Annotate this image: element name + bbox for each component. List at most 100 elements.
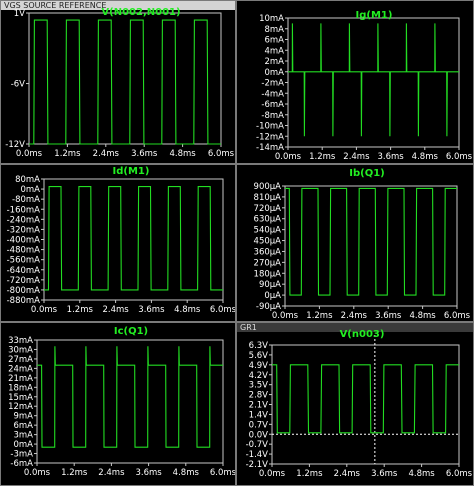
- panel-vgs: VGS SOURCE REFERENCE 1V -6V -12V 0.0ms 1.2ms…: [0, 0, 236, 164]
- y-tick-label: 810µA: [254, 193, 282, 203]
- y-tick-label: -12mA: [256, 132, 284, 142]
- y-tick-label: 18mA: [8, 383, 33, 393]
- y-tick-label: -4mA: [261, 89, 284, 99]
- y-tick-label: 1V: [14, 9, 25, 19]
- panel-vn003: GR1 6.3V 5.6V 4.9V 4.2V 3.5V 2.8V 2.1V 1.4V 0.7V…: [236, 322, 474, 486]
- x-tick-label: 0.0ms: [275, 152, 302, 162]
- y-tick-label: 8mA: [264, 25, 284, 35]
- x-tick-label: 6.0ms: [444, 311, 471, 321]
- plot-frame: [43, 178, 224, 301]
- x-tick-label: 1.2ms: [296, 469, 323, 479]
- panel-ig: 10mA 8mA 6mA 4mA 2mA 0mA -2mA -4mA -6mA -8mA -10mA…: [236, 0, 474, 164]
- y-tick-label: 2.8V: [249, 391, 269, 401]
- x-tick-label: 4.8ms: [169, 149, 196, 159]
- y-tick-label: 0.7V: [249, 420, 269, 430]
- y-tick-label: -560mA: [7, 256, 41, 266]
- trace-title[interactable]: Ig(M1): [356, 10, 393, 21]
- y-tick-label: 15mA: [8, 393, 33, 403]
- trace-title[interactable]: V(N002,N001): [101, 7, 180, 18]
- x-tick-label: 3.6ms: [375, 311, 402, 321]
- trace-title[interactable]: Ib(Q1): [349, 168, 384, 179]
- y-tick-label: -6mA: [261, 100, 284, 110]
- x-tick-label: 2.4ms: [102, 305, 129, 315]
- chart-ig: 10mA8mA6mA4mA2mA0mA-2mA-4mA-6mA-8mA-10mA…: [256, 10, 473, 162]
- y-tick-label: -240mA: [7, 215, 41, 225]
- x-tick-label: 1.2ms: [309, 152, 336, 162]
- y-tick-label: -0.7V: [246, 440, 269, 450]
- x-tick-label: 4.8ms: [409, 311, 436, 321]
- series-trace: [288, 23, 459, 137]
- y-tick-label: 0.0V: [249, 430, 269, 440]
- y-tick-label: -14mA: [256, 143, 284, 153]
- trace-title[interactable]: V(n003): [340, 329, 385, 340]
- y-tick-label: 3.5V: [249, 381, 269, 391]
- x-tick-label: 6.0ms: [446, 469, 473, 479]
- y-tick-label: -160mA: [7, 205, 41, 215]
- y-tick-label: 90µA: [259, 280, 281, 290]
- y-tick-label: 2mA: [264, 57, 284, 67]
- x-tick-label: 3.6ms: [377, 152, 404, 162]
- y-tick-label: 0mA: [13, 440, 33, 450]
- y-tick-label: -1.4V: [246, 450, 269, 460]
- y-tick-label: 6.3V: [249, 341, 269, 351]
- y-tick-label: 5.6V: [249, 351, 269, 361]
- y-tick-label: -720mA: [7, 276, 41, 286]
- series-trace: [272, 364, 459, 434]
- y-tick-label: 0mA: [264, 68, 284, 78]
- series-trace: [37, 346, 223, 448]
- y-tick-label: 24mA: [8, 364, 33, 374]
- y-tick-label: -800mA: [7, 286, 41, 296]
- panel-ic: 33mA 30mA 27mA 24mA 21mA 18mA 15mA 12mA 9mA 6mA 3m…: [0, 322, 236, 486]
- y-tick-label: -400mA: [7, 236, 41, 246]
- y-tick-label: 180µA: [254, 269, 282, 279]
- y-tick-label: -80mA: [12, 195, 40, 205]
- panel-id: 80mA 0mA -80mA -160mA -240mA -320mA -400mA -480…: [0, 164, 236, 322]
- y-tick-label: -3mA: [10, 450, 33, 460]
- x-tick-label: 2.4ms: [343, 152, 370, 162]
- x-tick-label: 2.4ms: [98, 468, 125, 478]
- y-tick-label: 0mA: [20, 185, 40, 195]
- y-tick-label: 80mA: [15, 175, 40, 185]
- x-tick-label: 0.0ms: [259, 469, 286, 479]
- series-trace: [285, 187, 457, 296]
- y-tick-label: -640mA: [7, 266, 41, 276]
- x-tick-label: 1.2ms: [54, 149, 81, 159]
- x-tick-label: 0.0ms: [16, 149, 43, 159]
- y-tick-label: 720µA: [254, 204, 282, 214]
- trace-title[interactable]: Ic(Q1): [114, 326, 148, 337]
- trace-title[interactable]: Id(M1): [113, 166, 150, 177]
- y-tick-label: 630µA: [254, 215, 282, 225]
- y-tick-label: -2mA: [261, 79, 284, 89]
- y-tick-label: -10mA: [256, 122, 284, 132]
- plot-frame: [28, 12, 222, 145]
- chart-ib: 900µA810µA720µA630µA540µA450µA360µA270µA…: [254, 168, 471, 321]
- plot-frame: [287, 17, 460, 148]
- y-tick-label: 2.1V: [249, 401, 269, 411]
- x-tick-label: 6.0ms: [446, 152, 473, 162]
- x-tick-label: 2.4ms: [334, 469, 361, 479]
- y-tick-label: 6mA: [13, 421, 33, 431]
- x-tick-label: 4.8ms: [173, 468, 200, 478]
- series-trace: [44, 186, 223, 291]
- chart-ic: 33mA30mA27mA24mA21mA18mA15mA12mA9mA6mA3m…: [8, 326, 236, 478]
- x-tick-label: 6.0ms: [210, 468, 236, 478]
- x-tick-label: 1.2ms: [61, 468, 88, 478]
- y-tick-label: 4mA: [264, 46, 284, 56]
- y-tick-label: 9mA: [13, 412, 33, 422]
- y-tick-label: -480mA: [7, 246, 41, 256]
- y-tick-label: -90µA: [256, 302, 281, 312]
- y-tick-label: -2.1V: [246, 460, 269, 470]
- x-tick-label: 3.6ms: [138, 305, 165, 315]
- y-tick-label: 3mA: [13, 431, 33, 441]
- y-tick-label: -6mA: [10, 459, 33, 469]
- plot-frame: [36, 339, 224, 464]
- y-tick-label: 270µA: [254, 258, 282, 268]
- x-tick-label: 2.4ms: [341, 311, 368, 321]
- x-tick-label: 6.0ms: [210, 305, 236, 315]
- chart-id: 80mA0mA-80mA-160mA-240mA-320mA-400mA-480…: [7, 166, 236, 315]
- y-tick-label: 21mA: [8, 374, 33, 384]
- x-tick-label: 0.0ms: [272, 311, 299, 321]
- y-tick-label: 1.4V: [249, 410, 269, 420]
- x-tick-label: 0.0ms: [31, 305, 58, 315]
